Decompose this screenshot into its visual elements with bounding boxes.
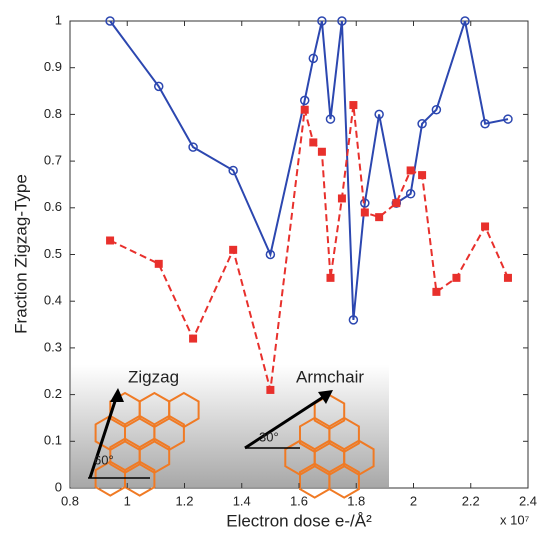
marker	[503, 273, 512, 282]
marker	[300, 105, 309, 114]
marker	[360, 208, 369, 217]
marker	[326, 273, 335, 282]
x-tick-label: 2.2	[462, 493, 480, 508]
marker	[309, 138, 318, 147]
y-tick-label: 0.1	[44, 433, 62, 448]
marker	[154, 259, 163, 268]
marker	[348, 315, 359, 325]
x-tick-label: 0.8	[61, 493, 79, 508]
arrow	[244, 392, 329, 450]
marker	[392, 199, 401, 208]
marker	[266, 385, 275, 394]
marker	[308, 53, 319, 64]
marker	[325, 114, 336, 124]
marker	[480, 118, 490, 129]
marker	[299, 95, 310, 106]
marker	[189, 334, 198, 343]
marker	[503, 114, 513, 124]
marker	[481, 222, 490, 231]
y-tick-label: 0.2	[44, 386, 62, 401]
y-tick-label: 0.8	[44, 106, 62, 121]
marker	[374, 109, 384, 120]
marker	[105, 16, 115, 26]
hexagon	[124, 460, 156, 497]
y-tick-label: 0.7	[44, 153, 62, 168]
y-axis-label: Fraction Zigzag-Type	[11, 174, 30, 334]
x-tick-label: 1.2	[175, 493, 193, 508]
marker	[375, 213, 384, 222]
marker	[460, 16, 470, 26]
x-tick-label: 1.4	[233, 493, 251, 508]
marker	[418, 171, 427, 180]
y-tick-label: 0.4	[44, 293, 62, 308]
marker	[452, 273, 461, 282]
annotation: Zigzag	[128, 367, 179, 386]
marker	[106, 236, 115, 245]
annotation: 60°	[94, 452, 114, 467]
marker	[228, 165, 238, 176]
arrow-head	[110, 388, 124, 402]
x-tick-label: 1	[124, 493, 131, 508]
marker	[432, 287, 441, 296]
marker	[265, 249, 276, 260]
x-multiplier: x 10⁷	[500, 512, 530, 527]
series-line	[109, 104, 509, 391]
marker	[405, 189, 416, 199]
marker	[349, 101, 358, 110]
marker	[417, 118, 427, 129]
y-tick-label: 0	[55, 479, 62, 494]
x-tick-label: 1.6	[290, 493, 308, 508]
series-line	[109, 20, 509, 320]
marker	[317, 147, 326, 156]
y-tick-label: 0.5	[44, 246, 62, 261]
x-tick-label: 2.4	[519, 493, 537, 508]
marker	[188, 142, 198, 152]
marker	[360, 198, 370, 208]
x-tick-label: 2	[410, 493, 417, 508]
y-tick-label: 0.3	[44, 339, 62, 354]
arrow	[88, 391, 120, 479]
marker	[431, 104, 442, 115]
x-tick-label: 1.8	[347, 493, 365, 508]
annotation: Armchair	[296, 367, 364, 386]
x-axis-label: Electron dose e-/Å²	[226, 511, 372, 530]
y-tick-label: 1	[55, 12, 62, 27]
marker	[153, 81, 164, 92]
inset-illustration	[71, 365, 389, 499]
marker	[406, 166, 415, 175]
marker	[317, 16, 327, 26]
marker	[229, 245, 238, 254]
y-tick-label: 0.9	[44, 59, 62, 74]
hexagon	[328, 462, 360, 499]
marker	[337, 16, 347, 26]
y-tick-label: 0.6	[44, 199, 62, 214]
annotation: 30°	[259, 429, 279, 444]
marker	[337, 194, 346, 203]
arrow-head	[318, 390, 333, 404]
